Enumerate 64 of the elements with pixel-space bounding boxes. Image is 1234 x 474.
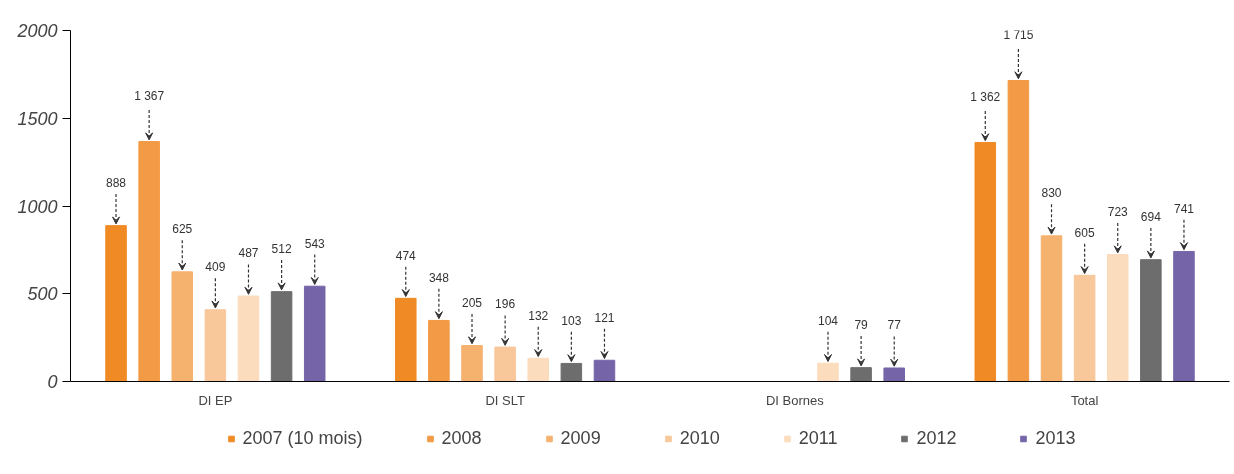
data-label: 605 — [1074, 225, 1095, 240]
bar — [527, 357, 549, 382]
data-label: 741 — [1173, 201, 1195, 216]
bar — [428, 319, 450, 382]
data-label: 348 — [428, 270, 450, 285]
bar — [817, 362, 839, 382]
bar — [171, 271, 194, 382]
data-label: 723 — [1107, 205, 1129, 219]
x-tick-label: Total — [1070, 392, 1099, 408]
bar — [395, 297, 417, 382]
data-label: 625 — [172, 222, 193, 237]
bar — [883, 367, 905, 382]
data-label: 1 362 — [970, 89, 1001, 104]
legend-label: 2013 — [1035, 427, 1076, 449]
bar — [461, 345, 483, 382]
legend-label: 2010 — [679, 427, 720, 449]
bar — [303, 285, 326, 382]
bar — [850, 367, 872, 382]
bar — [1106, 254, 1129, 382]
data-label: 474 — [395, 248, 417, 263]
data-label: 888 — [106, 176, 127, 191]
data-label: 77 — [887, 318, 902, 333]
data-label: 830 — [1041, 186, 1062, 201]
x-tick-label: DI Bornes — [765, 392, 825, 408]
bar — [1140, 259, 1162, 382]
data-label: 1 367 — [134, 88, 165, 103]
data-label: 205 — [462, 295, 483, 310]
bar — [1040, 235, 1063, 382]
bar — [270, 291, 293, 382]
data-label: 487 — [238, 246, 259, 261]
legend-label: 2007 (10 mois) — [242, 427, 363, 449]
bar — [1173, 250, 1195, 382]
data-label: 694 — [1140, 210, 1162, 225]
y-tick-label: 1000 — [17, 196, 58, 217]
bar — [593, 359, 616, 382]
legend-label: 2008 — [441, 427, 482, 449]
data-label: 104 — [817, 313, 839, 328]
bar — [105, 225, 127, 382]
bar — [237, 295, 260, 382]
data-label: 512 — [271, 242, 292, 257]
data-label: 121 — [594, 310, 615, 325]
y-tick-label: 2000 — [16, 21, 58, 41]
y-tick-label: 1500 — [17, 108, 58, 129]
legend-label: 2012 — [916, 427, 957, 449]
legend-label: 2011 — [798, 427, 838, 449]
bar — [1007, 80, 1030, 382]
data-label: 79 — [854, 318, 869, 333]
bar — [974, 141, 997, 382]
data-label: 132 — [528, 308, 549, 323]
legend-label: 2009 — [560, 427, 601, 449]
bar — [138, 141, 160, 382]
data-label: 196 — [495, 297, 516, 312]
bar — [494, 346, 516, 382]
x-tick-label: DI SLT — [485, 392, 525, 408]
bar — [1073, 274, 1096, 382]
y-tick-label: 500 — [27, 284, 58, 305]
bar — [204, 309, 227, 382]
data-label: 543 — [304, 236, 326, 251]
y-tick-label: 0 — [47, 372, 58, 392]
data-label: 409 — [205, 260, 226, 275]
x-tick-label: DI EP — [198, 392, 233, 408]
bar — [560, 362, 583, 382]
data-label: 103 — [561, 313, 582, 328]
data-label: 1 715 — [1003, 27, 1034, 42]
